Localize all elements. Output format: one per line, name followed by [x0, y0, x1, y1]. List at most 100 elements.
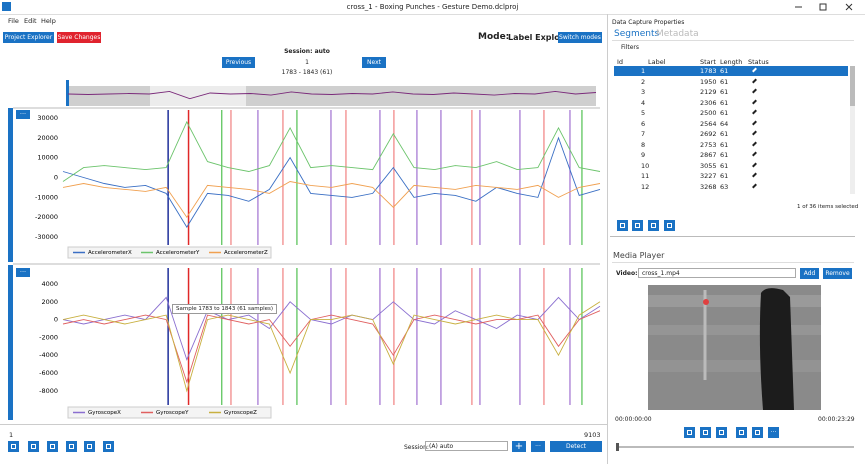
plot-menu-label[interactable]: ···: [20, 268, 26, 276]
tool-button[interactable]: [84, 441, 95, 452]
status-icon[interactable]: [752, 78, 757, 83]
table-tool[interactable]: [632, 220, 643, 231]
play-button[interactable]: [684, 427, 695, 438]
table-row[interactable]: 6 2564 64: [614, 119, 848, 129]
window-controls[interactable]: [790, 2, 862, 12]
tab-active[interactable]: Segments: [614, 29, 660, 39]
scrollbar[interactable]: [850, 66, 855, 194]
status-icon[interactable]: [752, 88, 757, 94]
cell-length: 61: [720, 98, 729, 107]
status-icon[interactable]: [752, 151, 757, 157]
table-row[interactable]: 9 2867 61: [614, 150, 848, 160]
table-tool[interactable]: [617, 220, 628, 231]
mark-button[interactable]: [752, 427, 763, 438]
table-row[interactable]: 4 2306 61: [614, 98, 848, 108]
legend-box: [67, 246, 272, 259]
project-explorer-button[interactable]: Project Explorer: [3, 32, 54, 43]
menu-item[interactable]: Edit: [24, 17, 37, 25]
seek-thumb[interactable]: [616, 443, 619, 451]
remove-video-button[interactable]: Remove: [823, 268, 852, 279]
table-row[interactable]: 11 3227 61: [614, 171, 848, 181]
table-row[interactable]: 8 2753 61: [614, 140, 848, 150]
status-icon[interactable]: [752, 141, 757, 146]
menu-item[interactable]: Help: [41, 17, 56, 25]
add-video-button[interactable]: Add: [800, 268, 819, 279]
menu-item[interactable]: File: [8, 17, 19, 25]
plot-menu-label[interactable]: ···: [20, 110, 26, 118]
session-dropdown[interactable]: (A) auto: [425, 441, 508, 451]
y-tick-label: -30000: [35, 233, 58, 241]
plot-menu[interactable]: [16, 268, 30, 277]
status-icon[interactable]: [752, 172, 757, 178]
column-header[interactable]: Status: [748, 58, 769, 66]
column-header[interactable]: Length: [720, 58, 743, 66]
more-button[interactable]: ···: [531, 441, 545, 452]
cell-id: 7: [641, 130, 646, 138]
time-total: 00:00:23:29: [818, 416, 855, 423]
table-row[interactable]: 3 2129 61: [614, 87, 848, 97]
cell-start: 3227: [700, 172, 717, 180]
table-row[interactable]: 5 2500 61: [614, 108, 848, 118]
status-icon[interactable]: [752, 67, 757, 73]
maximize[interactable]: [819, 3, 827, 11]
status-icon[interactable]: [752, 162, 757, 167]
video-dropdown[interactable]: cross_1.mp4: [638, 268, 796, 278]
time-current: 00:00:00:00: [615, 416, 652, 423]
cell-length: 61: [720, 140, 729, 149]
seek-bar[interactable]: [616, 446, 854, 448]
table-row[interactable]: 12 3268 63: [614, 182, 848, 192]
tool-button[interactable]: [66, 441, 77, 452]
table-tool[interactable]: [648, 220, 659, 231]
panel-title: Data Capture Properties: [612, 19, 685, 26]
plot-menu[interactable]: [16, 110, 30, 119]
plot-edge: [8, 265, 13, 420]
cut-button[interactable]: [716, 427, 727, 438]
mark-button[interactable]: [736, 427, 747, 438]
previous-button[interactable]: Previous: [222, 57, 255, 68]
y-tick-label: 4000: [41, 280, 58, 288]
session-value[interactable]: (A) auto: [429, 443, 454, 450]
cell-start: 2129: [700, 88, 717, 96]
cell-id: 2: [641, 77, 646, 86]
cell-length: 61: [720, 109, 729, 117]
status-icon[interactable]: [752, 109, 757, 115]
tab[interactable]: Metadata: [656, 29, 699, 39]
status-icon[interactable]: [752, 99, 757, 104]
table-row[interactable]: 7 2692 61: [614, 129, 848, 139]
table-row[interactable]: 1 1783 61: [614, 66, 848, 76]
cell-start: 3268: [700, 182, 717, 191]
cell-length: 61: [720, 161, 729, 170]
volume-button[interactable]: [700, 427, 711, 438]
save-changes-button[interactable]: Save Changes: [57, 32, 101, 43]
column-header[interactable]: Start: [700, 58, 716, 66]
close[interactable]: [845, 3, 853, 11]
column-header[interactable]: Label: [648, 58, 666, 66]
y-tick-label: 0: [54, 174, 58, 182]
status-icon[interactable]: [752, 183, 757, 188]
cell-id: 8: [641, 140, 646, 149]
table-row[interactable]: 2 1950 61: [614, 77, 848, 87]
cell-length: 61: [720, 67, 729, 75]
tool-button[interactable]: [47, 441, 58, 452]
status-icon[interactable]: [752, 120, 757, 125]
cell-start: 2692: [700, 130, 717, 138]
cell-start: 2867: [700, 151, 717, 159]
status-icon[interactable]: [752, 130, 757, 136]
next-button[interactable]: Next: [362, 57, 386, 68]
overview-handle[interactable]: [66, 80, 69, 106]
filters-toggle[interactable]: Filters: [621, 44, 639, 51]
y-tick-label: -6000: [39, 369, 58, 377]
tool-button[interactable]: [28, 441, 39, 452]
column-header[interactable]: Id: [617, 58, 624, 66]
detect-segments-button[interactable]: Detect Segments: [550, 441, 602, 461]
table-row[interactable]: 10 3055 61: [614, 161, 848, 171]
tool-button[interactable]: [103, 441, 114, 452]
table-tool[interactable]: [664, 220, 675, 231]
signal-line: [62, 120, 601, 182]
tool-button[interactable]: [8, 441, 19, 452]
media-more-button[interactable]: ···: [768, 427, 779, 438]
video-file[interactable]: cross_1.mp4: [642, 270, 680, 277]
switch-modes-button[interactable]: Switch modes: [558, 32, 602, 43]
add-button[interactable]: +: [512, 441, 526, 452]
cell-start: 2564: [700, 119, 717, 128]
